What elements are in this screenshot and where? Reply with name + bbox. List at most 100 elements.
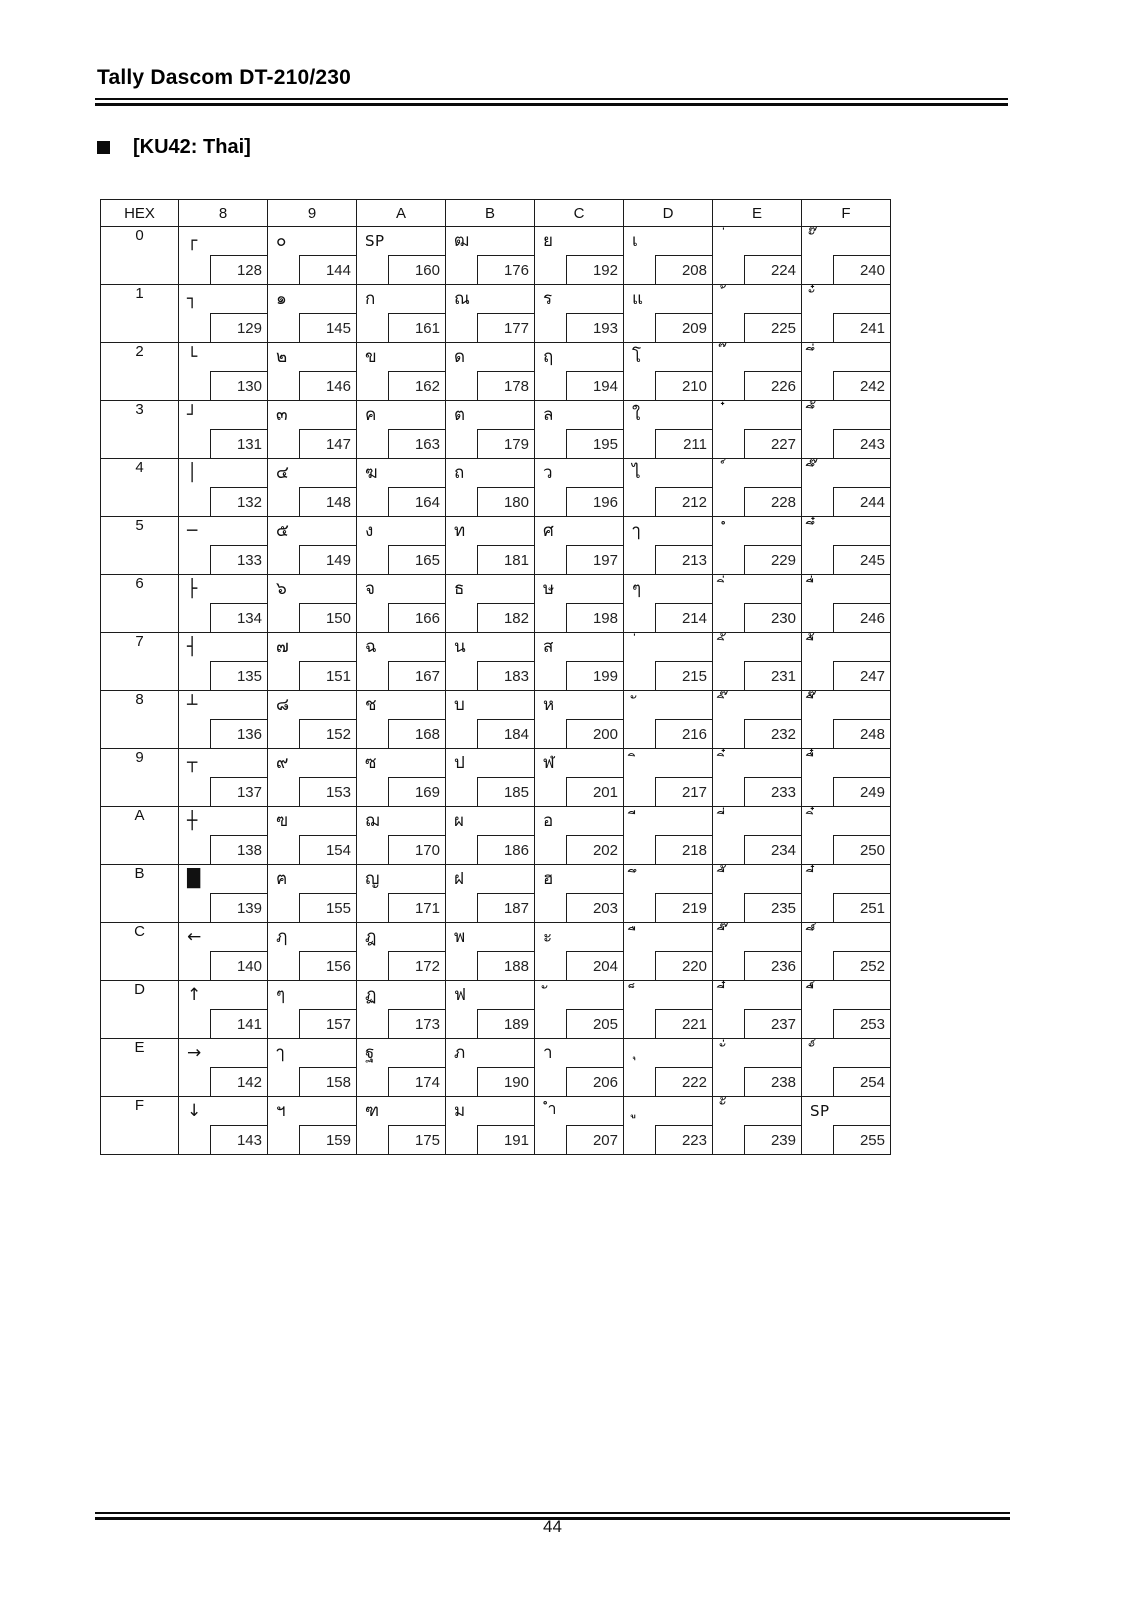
column-header: 9 — [267, 199, 357, 227]
code-cell: ี๋ 251 — [801, 864, 891, 923]
code-cell: ํ 229 — [712, 516, 802, 575]
cell-glyph: ร — [543, 289, 553, 309]
cell-code-box: 133 — [210, 545, 267, 574]
cell-code-box: 150 — [299, 603, 356, 632]
cell-code-box: 176 — [477, 255, 534, 284]
cell-glyph: ุ — [632, 1041, 637, 1060]
cell-code-box: 212 — [655, 487, 712, 516]
cell-glyph: ถ — [454, 463, 465, 483]
cell-glyph: ฎ — [365, 927, 377, 947]
cell-code-box: 144 — [299, 255, 356, 284]
code-cell: ึ๊ 244 — [801, 458, 891, 517]
code-cell: ึ๋ 245 — [801, 516, 891, 575]
row-header: F — [100, 1096, 179, 1155]
column-header: 8 — [178, 199, 268, 227]
cell-code-box: 225 — [744, 313, 801, 342]
cell-code-box: 128 — [210, 255, 267, 284]
cell-code-box: 175 — [388, 1125, 445, 1154]
cell-code-box: 169 — [388, 777, 445, 806]
cell-code-box: 132 — [210, 487, 267, 516]
cell-code-box: 183 — [477, 661, 534, 690]
code-cell: ช 168 — [356, 690, 446, 749]
cell-code-box: 211 — [655, 429, 712, 458]
table-row: 8 ┴ 136 ๘ 152 ช 168 บ 184 ห 200 ั 216 ิ๊ 232 ื๊ 248 — [100, 690, 891, 749]
code-cell: ม 191 — [445, 1096, 535, 1155]
column-header: C — [534, 199, 624, 227]
code-cell: ๋ 227 — [712, 400, 802, 459]
cell-glyph: ี่ — [721, 809, 726, 828]
cell-glyph: ๕ — [276, 521, 289, 541]
cell-code-box: 163 — [388, 429, 445, 458]
code-cell: ผ 186 — [445, 806, 535, 865]
code-cell: ื๊ 248 — [801, 690, 891, 749]
cell-code-box: 203 — [566, 893, 623, 922]
code-cell: ฅ 155 — [267, 864, 357, 923]
cell-glyph: ิ๋ — [721, 751, 726, 770]
cell-glyph: ฃ — [276, 811, 289, 831]
cell-glyph: ธ — [454, 579, 465, 599]
code-cell: ฝ 187 — [445, 864, 535, 923]
code-cell: ฌ 170 — [356, 806, 446, 865]
cell-code-box: 206 — [566, 1067, 623, 1096]
code-cell: ั๊ 240 — [801, 226, 891, 285]
cell-code-box: 195 — [566, 429, 623, 458]
cell-glyph: ← — [187, 927, 202, 947]
cell-code-box: 167 — [388, 661, 445, 690]
cell-code-box: 227 — [744, 429, 801, 458]
cell-code-box: 135 — [210, 661, 267, 690]
cell-code-box: 141 — [210, 1009, 267, 1038]
cell-glyph: ๅ — [632, 521, 641, 541]
cell-glyph: ื้ — [810, 635, 815, 654]
column-header: D — [623, 199, 713, 227]
cell-code-box: 218 — [655, 835, 712, 864]
cell-glyph: บ — [454, 695, 465, 715]
cell-glyph: ─ — [187, 521, 198, 541]
code-cell: อ 202 — [534, 806, 624, 865]
code-cell: ว 196 — [534, 458, 624, 517]
code-cell: ำ 207 — [534, 1096, 624, 1155]
cell-glyph: ใ — [632, 405, 641, 425]
cell-code-box: 194 — [566, 371, 623, 400]
cell-glyph: ┴ — [187, 695, 198, 715]
cell-code-box: 254 — [833, 1067, 890, 1096]
cell-glyph: ห — [543, 695, 555, 715]
cell-glyph: ช — [365, 695, 377, 715]
row-header: 1 — [100, 284, 179, 343]
cell-glyph: ํ — [721, 519, 726, 538]
cell-code-box: 153 — [299, 777, 356, 806]
cell-code-box: 162 — [388, 371, 445, 400]
code-cell: ┘ 131 — [178, 400, 268, 459]
cell-code-box: 200 — [566, 719, 623, 748]
cell-code-box: 196 — [566, 487, 623, 516]
cell-code-box: 130 — [210, 371, 267, 400]
cell-code-box: 188 — [477, 951, 534, 980]
cell-code-box: 177 — [477, 313, 534, 342]
cell-code-box: 152 — [299, 719, 356, 748]
code-cell: ื้ 247 — [801, 632, 891, 691]
code-cell: ๅ 158 — [267, 1038, 357, 1097]
code-cell: า 206 — [534, 1038, 624, 1097]
row-header: 0 — [100, 226, 179, 285]
cell-code-box: 221 — [655, 1009, 712, 1038]
cell-glyph: ๗ — [276, 637, 289, 657]
cell-glyph: SP — [810, 1102, 830, 1120]
code-cell: ๒ 146 — [267, 342, 357, 401]
code-cell: ์ 228 — [712, 458, 802, 517]
cell-code-box: 249 — [833, 777, 890, 806]
row-header: 3 — [100, 400, 179, 459]
cell-glyph: ฝ — [454, 869, 464, 889]
row-header: 4 — [100, 458, 179, 517]
code-cell: พ 188 — [445, 922, 535, 981]
cell-glyph: ิ๋ — [810, 809, 815, 828]
cell-glyph: ้ — [721, 287, 726, 306]
cell-glyph: ิ — [632, 751, 637, 770]
cell-glyph: เ — [632, 231, 638, 251]
cell-glyph: ี๊ — [721, 925, 726, 944]
character-code-table: HEX 8 9 A B C D E F 0 ┌ 128 ๐ 144 SP 160 ฒ 176 ย 192 เ 208 ่… — [100, 199, 891, 1155]
cell-glyph: ผ — [454, 811, 464, 831]
cell-glyph: ื๊ — [810, 693, 815, 712]
code-cell: ๆ 214 — [623, 574, 713, 633]
cell-code-box: 168 — [388, 719, 445, 748]
section-bullet-icon — [97, 141, 110, 154]
code-cell: ู 223 — [623, 1096, 713, 1155]
